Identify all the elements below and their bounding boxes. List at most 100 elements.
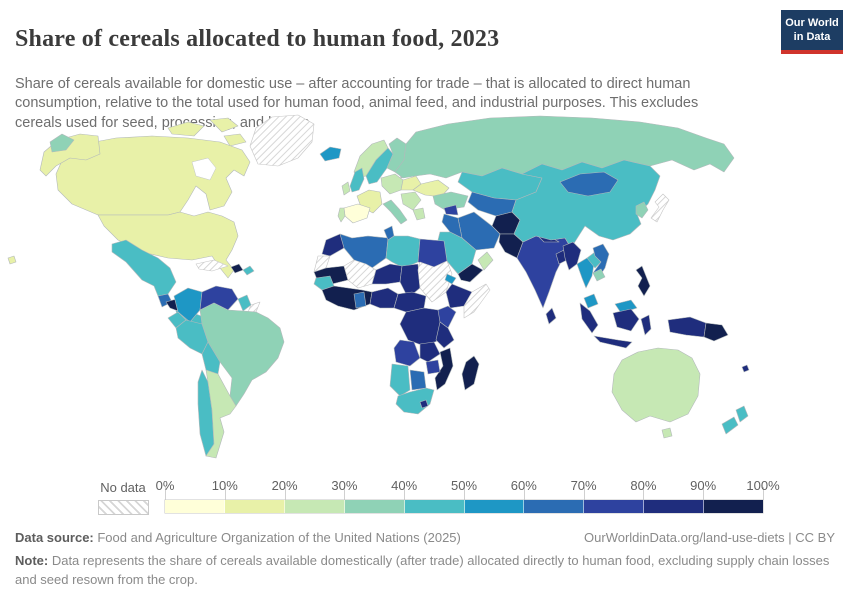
legend-bin[interactable] bbox=[165, 500, 225, 513]
region-spain[interactable] bbox=[343, 203, 371, 224]
legend-tick-mark bbox=[224, 487, 226, 500]
owid-logo-line2: in Data bbox=[793, 31, 831, 44]
legend-tick-label: 10% bbox=[211, 478, 238, 493]
legend-tick-label: 40% bbox=[391, 478, 418, 493]
legend-tick-label: 20% bbox=[271, 478, 298, 493]
region-ireland[interactable] bbox=[341, 181, 351, 196]
chart-footer: Data source: Food and Agriculture Organi… bbox=[15, 529, 835, 590]
legend-tick-mark bbox=[523, 487, 525, 500]
region-italy[interactable] bbox=[382, 199, 408, 225]
region-new-zealand-south[interactable] bbox=[721, 416, 739, 435]
region-cuba[interactable] bbox=[195, 259, 229, 272]
region-zambia[interactable] bbox=[419, 341, 441, 363]
legend-tick-label: 60% bbox=[510, 478, 537, 493]
note-label: Note: bbox=[15, 552, 49, 568]
region-fiji[interactable] bbox=[741, 364, 750, 373]
legend-tick-mark bbox=[284, 487, 286, 500]
legend-tick-mark bbox=[165, 487, 166, 500]
region-yemen[interactable] bbox=[457, 263, 484, 283]
region-lesotho[interactable] bbox=[419, 399, 429, 409]
region-china[interactable] bbox=[511, 159, 661, 249]
region-kenya[interactable] bbox=[437, 305, 457, 329]
region-mozambique[interactable] bbox=[434, 347, 454, 391]
region-philippines[interactable] bbox=[635, 265, 651, 297]
legend-bin[interactable] bbox=[584, 500, 645, 513]
region-canada-arctic[interactable] bbox=[223, 133, 247, 147]
legend-bins bbox=[165, 500, 764, 513]
region-malaysia-borneo[interactable] bbox=[614, 299, 638, 314]
region-guyana[interactable] bbox=[237, 294, 252, 312]
region-japan[interactable] bbox=[650, 193, 670, 223]
region-greenland[interactable] bbox=[249, 114, 315, 167]
region-korea[interactable] bbox=[635, 201, 649, 219]
legend-tick-label: 70% bbox=[570, 478, 597, 493]
region-balkans[interactable] bbox=[400, 191, 422, 211]
legend-tick-label: 50% bbox=[450, 478, 478, 493]
region-somalia[interactable] bbox=[463, 283, 491, 319]
legend-bin[interactable] bbox=[704, 500, 764, 513]
region-algeria[interactable] bbox=[339, 233, 389, 269]
region-tanzania[interactable] bbox=[435, 321, 455, 349]
region-turkey[interactable] bbox=[432, 191, 469, 211]
legend-bin[interactable] bbox=[404, 500, 465, 513]
region-greece[interactable] bbox=[412, 207, 426, 221]
region-papua-new-guinea[interactable] bbox=[703, 322, 729, 342]
region-botswana[interactable] bbox=[409, 369, 427, 391]
owid-logo[interactable]: Our World in Data bbox=[781, 10, 843, 54]
legend-no-data-swatch[interactable] bbox=[98, 500, 149, 515]
region-oman[interactable] bbox=[477, 251, 494, 271]
region-argentina[interactable] bbox=[205, 369, 237, 459]
data-source-label: Data source: bbox=[15, 530, 94, 545]
region-tasmania[interactable] bbox=[661, 427, 673, 439]
region-indonesia-java[interactable] bbox=[593, 335, 633, 349]
legend-ticks bbox=[165, 487, 764, 500]
region-iceland[interactable] bbox=[319, 146, 342, 162]
legend-bin[interactable] bbox=[344, 500, 405, 513]
legend-tick-mark bbox=[763, 487, 764, 500]
region-mongolia[interactable] bbox=[559, 171, 619, 197]
legend-tick-mark bbox=[643, 487, 645, 500]
region-central-europe[interactable] bbox=[380, 173, 404, 195]
region-chukotka[interactable] bbox=[49, 133, 75, 153]
legend-tick-mark bbox=[464, 487, 465, 500]
region-uk[interactable] bbox=[349, 167, 365, 193]
region-libya[interactable] bbox=[385, 235, 421, 269]
region-namibia[interactable] bbox=[389, 363, 411, 397]
region-madagascar[interactable] bbox=[461, 355, 480, 391]
region-portugal[interactable] bbox=[337, 207, 346, 223]
region-nigeria[interactable] bbox=[369, 287, 399, 309]
legend-tick-label: 100% bbox=[746, 478, 780, 493]
world-map-container[interactable] bbox=[0, 112, 850, 470]
region-angola[interactable] bbox=[393, 339, 421, 367]
region-niger[interactable] bbox=[371, 263, 403, 285]
region-zimbabwe[interactable] bbox=[425, 359, 441, 375]
region-cambodia[interactable] bbox=[592, 268, 606, 282]
legend-bin[interactable] bbox=[284, 500, 345, 513]
data-source: Data source: Food and Agriculture Organi… bbox=[15, 529, 461, 548]
region-south-africa[interactable] bbox=[395, 387, 435, 415]
region-australia[interactable] bbox=[611, 347, 701, 423]
region-indonesia-borneo[interactable] bbox=[612, 308, 640, 332]
region-indonesia-papua[interactable] bbox=[667, 316, 707, 338]
legend-bin[interactable] bbox=[224, 500, 285, 513]
region-canada-arctic[interactable] bbox=[209, 117, 239, 133]
world-map[interactable] bbox=[0, 112, 850, 470]
legend-bin[interactable] bbox=[524, 500, 585, 513]
region-sri-lanka[interactable] bbox=[545, 307, 557, 325]
legend-tick-label: 0% bbox=[155, 478, 175, 493]
region-ghana[interactable] bbox=[353, 291, 367, 309]
region-indonesia-sumatra[interactable] bbox=[579, 302, 599, 334]
region-canada-arctic[interactable] bbox=[167, 121, 205, 137]
region-hawaii[interactable] bbox=[7, 255, 17, 265]
region-new-zealand-north[interactable] bbox=[735, 405, 749, 423]
legend-tick-labels: 0% 10% 20% 30% 40% 50% 60% 70% 80% 90% 100% bbox=[156, 478, 780, 493]
legend-tick-mark bbox=[583, 487, 585, 500]
region-malaysia[interactable] bbox=[583, 293, 599, 309]
owid-url-link[interactable]: OurWorldinData.org/land-use-diets | CC B… bbox=[584, 530, 835, 545]
region-syria[interactable] bbox=[443, 204, 459, 216]
region-dominican-republic[interactable] bbox=[242, 265, 255, 276]
region-indonesia-sulawesi[interactable] bbox=[640, 314, 652, 336]
legend-bin[interactable] bbox=[464, 500, 525, 513]
legend-bin[interactable] bbox=[644, 500, 705, 513]
